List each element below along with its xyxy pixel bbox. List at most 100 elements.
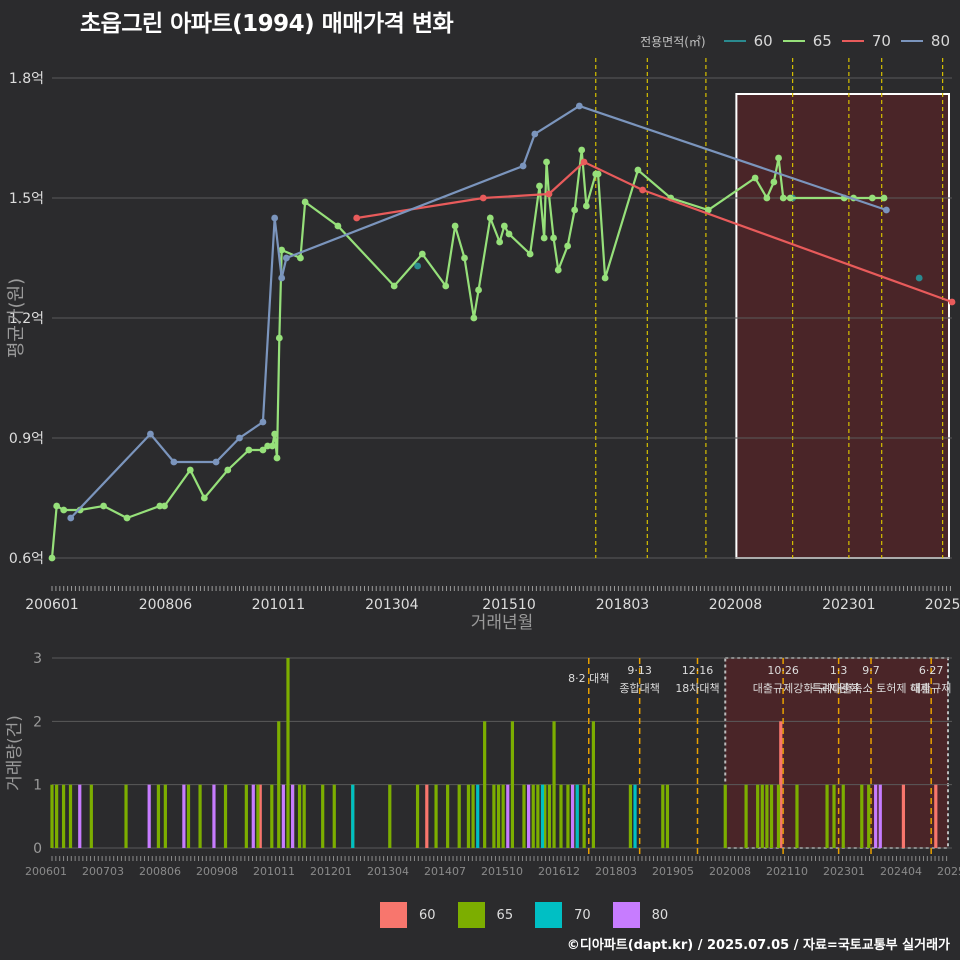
volume-bar-80 bbox=[527, 784, 531, 848]
x-tick-label: 2025 bbox=[925, 597, 960, 613]
volume-x-tick-label: 201201 bbox=[310, 865, 352, 878]
point-70 bbox=[580, 158, 588, 166]
volume-x-tick-label: 202110 bbox=[766, 865, 808, 878]
volume-x-tick-label: 200703 bbox=[82, 865, 124, 878]
legend-label-65: 65 bbox=[812, 32, 832, 50]
point-65 bbox=[571, 206, 579, 214]
point-70 bbox=[639, 186, 647, 194]
chart-title: 초읍그린 아파트(1994) 매매가격 변화 bbox=[80, 11, 454, 37]
legend-area: 전용면적(㎡) 60 65 70 80 bbox=[640, 32, 950, 50]
volume-bar-80 bbox=[251, 784, 255, 848]
point-70 bbox=[353, 214, 361, 222]
volume-bar-70 bbox=[540, 784, 545, 848]
point-65 bbox=[123, 514, 131, 522]
volume-bar-70 bbox=[633, 784, 637, 848]
point-65 bbox=[100, 502, 107, 510]
point-65 bbox=[268, 442, 276, 450]
volume-bar-65 bbox=[457, 784, 461, 848]
point-65 bbox=[770, 178, 778, 186]
volume-x-tick-label: 201407 bbox=[424, 865, 466, 878]
volume-swatch-65 bbox=[457, 902, 485, 928]
point-65 bbox=[550, 234, 557, 242]
policy-label-name: 규제완화 bbox=[818, 682, 858, 695]
volume-bar-65 bbox=[841, 784, 845, 848]
y-tick-label: 1.5억 bbox=[9, 191, 44, 207]
volume-bar-65 bbox=[744, 784, 748, 848]
volume-swatch-80 bbox=[612, 902, 640, 928]
point-65 bbox=[751, 174, 759, 182]
point-65 bbox=[526, 250, 534, 258]
volume-bar-65 bbox=[277, 721, 281, 848]
volume-bar-80 bbox=[570, 784, 575, 848]
volume-x-tick-label: 202505 bbox=[937, 865, 960, 878]
volume-y-axis-title: 거래량(건) bbox=[5, 715, 25, 791]
point-65 bbox=[273, 454, 281, 462]
point-65 bbox=[60, 506, 68, 514]
point-65 bbox=[582, 202, 590, 210]
point-65 bbox=[461, 254, 468, 262]
y-tick-label: 0.6억 bbox=[9, 551, 44, 567]
point-80 bbox=[259, 418, 267, 426]
policy-label-name: 대출규제 bbox=[911, 682, 951, 695]
point-65 bbox=[601, 274, 609, 282]
legend-label-80: 80 bbox=[930, 32, 950, 50]
point-65 bbox=[536, 182, 543, 190]
volume-bar-60 bbox=[901, 784, 906, 848]
volume-y-tick-label: 3 bbox=[33, 651, 42, 667]
volume-x-tick-label: 201510 bbox=[481, 865, 523, 878]
point-60 bbox=[915, 274, 923, 282]
point-65 bbox=[224, 466, 232, 474]
legend-item-70: 70 bbox=[841, 32, 891, 50]
volume-bar-65 bbox=[483, 721, 487, 848]
volume-bar-65 bbox=[776, 784, 781, 848]
volume-bar-65 bbox=[522, 784, 526, 848]
x-tick-label: 201304 bbox=[365, 597, 419, 613]
point-65 bbox=[486, 214, 494, 222]
y-tick-label: 1.8억 bbox=[9, 71, 44, 87]
y-tick-label: 0.9억 bbox=[9, 431, 44, 447]
volume-bar-65 bbox=[244, 784, 248, 848]
volume-bar-60 bbox=[425, 784, 429, 848]
volume-bar-65 bbox=[661, 784, 665, 848]
point-65 bbox=[470, 314, 478, 322]
legend-swatch-80 bbox=[900, 40, 923, 42]
point-65 bbox=[200, 494, 208, 502]
volume-y-tick-label: 0 bbox=[33, 841, 42, 857]
point-80 bbox=[271, 214, 279, 222]
policy-label-name: 종합대책 bbox=[619, 682, 659, 695]
volume-bar-65 bbox=[765, 784, 769, 848]
point-65 bbox=[634, 166, 642, 174]
policy-label-name: 대출규제강화 bbox=[753, 682, 814, 695]
volume-bar-65 bbox=[496, 784, 501, 848]
y-axis-title: 평균가(원) bbox=[6, 278, 27, 358]
point-65 bbox=[779, 194, 787, 202]
x-tick-label: 200806 bbox=[139, 597, 193, 613]
volume-bar-65 bbox=[297, 784, 302, 848]
volume-bar-65 bbox=[198, 784, 202, 848]
volume-bar-65 bbox=[582, 784, 586, 848]
volume-bar-65 bbox=[760, 784, 764, 848]
volume-bar-65 bbox=[256, 784, 260, 848]
volume-swatch-70 bbox=[535, 902, 563, 928]
volume-bar-65 bbox=[55, 784, 59, 848]
volume-bar-70 bbox=[575, 784, 579, 848]
volume-x-tick-label: 202404 bbox=[880, 865, 922, 878]
volume-x-tick-label: 200806 bbox=[139, 865, 181, 878]
volume-bar-65 bbox=[388, 784, 392, 848]
point-65 bbox=[275, 334, 283, 342]
point-65 bbox=[48, 554, 56, 562]
legend-label-60: 60 bbox=[753, 32, 773, 50]
volume-bar-65 bbox=[186, 784, 191, 848]
point-80 bbox=[170, 458, 178, 466]
volume-bar-65 bbox=[471, 784, 475, 848]
volume-x-tick-label: 200908 bbox=[196, 865, 238, 878]
legend-title: 전용면적(㎡) bbox=[640, 34, 706, 49]
volume-bar-65 bbox=[559, 784, 563, 848]
volume-legend-label-80: 80 bbox=[651, 907, 669, 923]
policy-label-name: 18차대책 bbox=[675, 682, 719, 695]
x-axis-title: 거래년월 bbox=[471, 613, 534, 633]
x-tick-label: 202301 bbox=[822, 597, 875, 613]
legend-swatch-70 bbox=[841, 40, 864, 42]
point-65 bbox=[264, 442, 272, 450]
